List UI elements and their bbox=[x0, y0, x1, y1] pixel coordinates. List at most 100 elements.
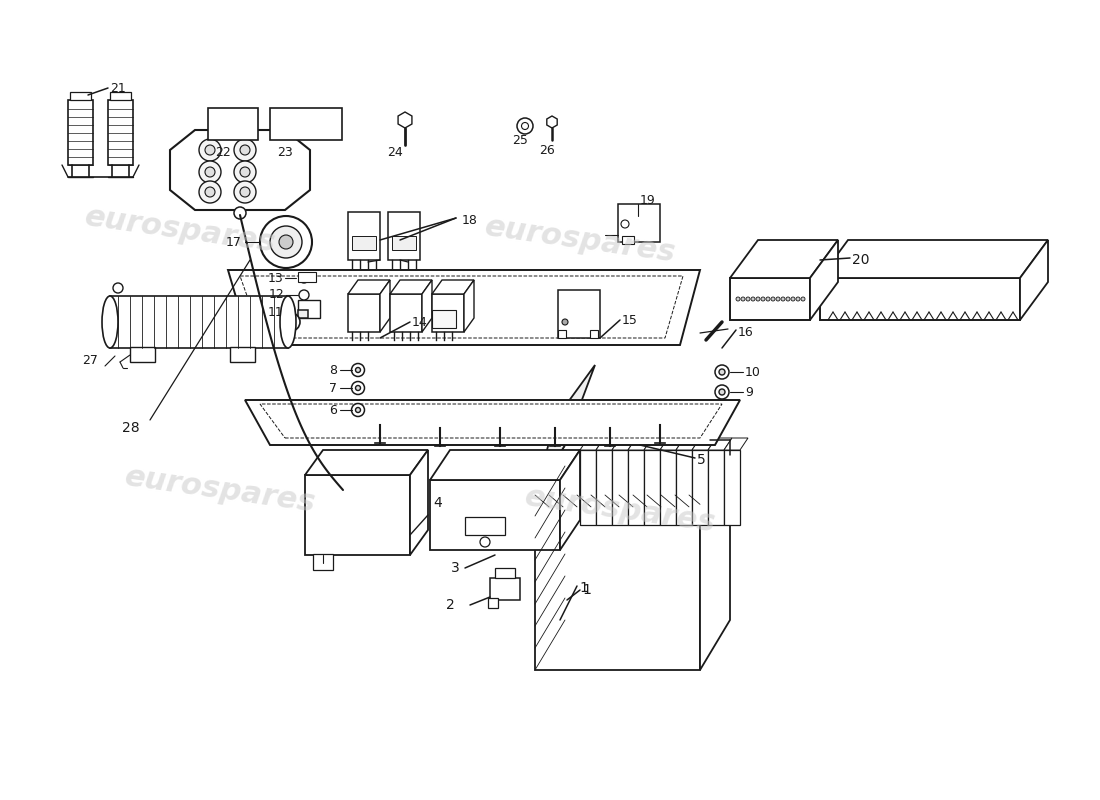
Circle shape bbox=[299, 290, 309, 300]
Bar bbox=[558, 330, 566, 338]
Polygon shape bbox=[730, 240, 838, 278]
Text: 13: 13 bbox=[267, 271, 283, 285]
Polygon shape bbox=[660, 438, 684, 450]
Polygon shape bbox=[612, 438, 636, 450]
Text: 26: 26 bbox=[539, 143, 554, 157]
Bar bbox=[270, 108, 342, 140]
Circle shape bbox=[199, 139, 221, 161]
Circle shape bbox=[352, 382, 364, 394]
Text: 11: 11 bbox=[267, 306, 283, 319]
Bar bbox=[108, 100, 133, 165]
Text: 20: 20 bbox=[852, 253, 869, 267]
Polygon shape bbox=[535, 445, 730, 495]
Bar bbox=[558, 290, 600, 338]
Circle shape bbox=[751, 297, 755, 301]
Circle shape bbox=[715, 365, 729, 379]
Polygon shape bbox=[700, 445, 730, 670]
Polygon shape bbox=[612, 450, 628, 525]
Polygon shape bbox=[730, 278, 810, 320]
Circle shape bbox=[791, 297, 795, 301]
Circle shape bbox=[756, 297, 760, 301]
Text: 10: 10 bbox=[745, 366, 761, 378]
Text: 17: 17 bbox=[227, 235, 242, 249]
Circle shape bbox=[796, 297, 800, 301]
Circle shape bbox=[352, 403, 364, 417]
Bar bbox=[621, 236, 634, 244]
Polygon shape bbox=[644, 450, 660, 525]
Bar bbox=[298, 300, 320, 318]
Circle shape bbox=[270, 226, 302, 258]
Polygon shape bbox=[724, 450, 740, 525]
Bar bbox=[432, 310, 456, 328]
Polygon shape bbox=[305, 450, 428, 475]
Text: 1: 1 bbox=[582, 583, 591, 597]
Bar bbox=[110, 92, 131, 100]
Polygon shape bbox=[245, 400, 740, 445]
Polygon shape bbox=[240, 276, 683, 338]
Circle shape bbox=[240, 167, 250, 177]
Circle shape bbox=[781, 297, 785, 301]
Circle shape bbox=[234, 207, 246, 219]
Circle shape bbox=[240, 145, 250, 155]
Circle shape bbox=[205, 187, 214, 197]
Polygon shape bbox=[432, 280, 474, 294]
Polygon shape bbox=[305, 475, 410, 555]
Circle shape bbox=[234, 161, 256, 183]
Polygon shape bbox=[464, 280, 474, 332]
Polygon shape bbox=[628, 438, 652, 450]
Text: 15: 15 bbox=[621, 314, 638, 326]
Circle shape bbox=[786, 297, 790, 301]
Polygon shape bbox=[390, 294, 422, 332]
Circle shape bbox=[260, 216, 312, 268]
Polygon shape bbox=[708, 450, 724, 525]
Polygon shape bbox=[820, 240, 1048, 278]
Bar bbox=[110, 296, 288, 348]
Ellipse shape bbox=[280, 296, 296, 348]
Circle shape bbox=[355, 367, 361, 373]
Bar bbox=[488, 598, 498, 608]
Circle shape bbox=[621, 220, 629, 228]
Bar bbox=[68, 100, 94, 165]
Polygon shape bbox=[724, 438, 748, 450]
Circle shape bbox=[521, 122, 528, 130]
Text: 27: 27 bbox=[82, 354, 98, 366]
Polygon shape bbox=[535, 495, 700, 670]
Circle shape bbox=[199, 181, 221, 203]
Polygon shape bbox=[348, 212, 380, 260]
Circle shape bbox=[719, 369, 725, 375]
Bar bbox=[590, 330, 598, 338]
Circle shape bbox=[352, 363, 364, 377]
Text: 9: 9 bbox=[745, 386, 752, 398]
Bar bbox=[392, 236, 416, 250]
Circle shape bbox=[279, 235, 293, 249]
Polygon shape bbox=[348, 280, 390, 294]
Circle shape bbox=[355, 386, 361, 390]
Polygon shape bbox=[676, 450, 692, 525]
Polygon shape bbox=[379, 280, 390, 332]
Polygon shape bbox=[170, 130, 310, 210]
Polygon shape bbox=[432, 294, 464, 332]
Circle shape bbox=[234, 139, 256, 161]
Text: 16: 16 bbox=[738, 326, 754, 338]
Polygon shape bbox=[228, 270, 700, 345]
Polygon shape bbox=[660, 450, 676, 525]
Text: 4: 4 bbox=[433, 496, 442, 510]
Polygon shape bbox=[348, 294, 380, 332]
Text: eurospares: eurospares bbox=[122, 462, 318, 518]
Polygon shape bbox=[596, 450, 612, 525]
Bar bbox=[352, 236, 376, 250]
Polygon shape bbox=[430, 450, 580, 480]
Text: 7: 7 bbox=[329, 382, 337, 394]
Text: 8: 8 bbox=[329, 363, 337, 377]
Text: 18: 18 bbox=[462, 214, 477, 226]
Circle shape bbox=[240, 187, 250, 197]
Bar bbox=[314, 554, 333, 570]
Polygon shape bbox=[422, 280, 432, 332]
Text: 12: 12 bbox=[268, 289, 284, 302]
Polygon shape bbox=[580, 438, 604, 450]
Circle shape bbox=[517, 118, 534, 134]
Circle shape bbox=[719, 389, 725, 395]
Text: eurospares: eurospares bbox=[82, 202, 277, 258]
Circle shape bbox=[199, 161, 221, 183]
Text: 6: 6 bbox=[329, 403, 337, 417]
